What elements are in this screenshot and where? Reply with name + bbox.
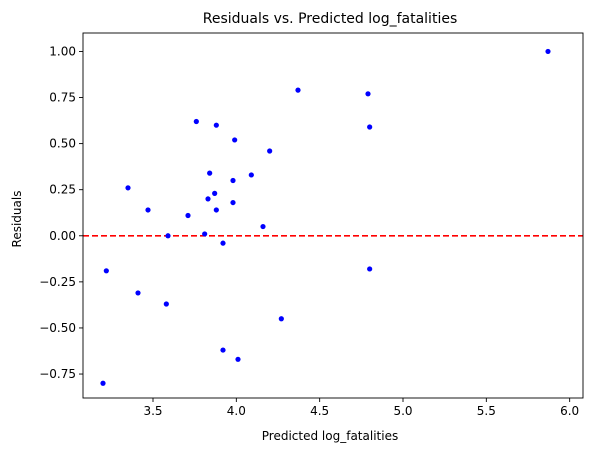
- data-point-14: [213, 122, 219, 128]
- x-tick-label-1: 4.0: [227, 404, 246, 418]
- data-point-7: [185, 212, 191, 219]
- plot-area: 3.5 4.0 4.5 5.0 5.5 6.0 −0.75 −0.50 −0.25 0.00 0.2…: [39, 32, 584, 418]
- y-tick-label-7: 1.00: [49, 44, 76, 58]
- data-point-18: [230, 199, 236, 206]
- data-point-21: [248, 172, 254, 178]
- plot-frame: [82, 32, 584, 399]
- x-tick-label-4: 5.5: [477, 404, 496, 418]
- y-axis-label: Residuals: [10, 191, 24, 248]
- data-point-23: [267, 148, 273, 154]
- x-axis-label: Predicted log_fatalities: [262, 429, 398, 443]
- data-point-29: [545, 48, 551, 55]
- data-point-26: [365, 91, 371, 97]
- x-tick-label-5: 6.0: [560, 404, 579, 418]
- data-point-6: [165, 233, 171, 239]
- data-point-13: [213, 207, 219, 213]
- data-point-5: [163, 301, 169, 307]
- chart-title: Residuals vs. Predicted log_fatalities: [203, 11, 458, 27]
- data-point-12: [212, 190, 218, 196]
- data-point-3: [135, 290, 141, 296]
- y-tick-label-3: 0.00: [49, 229, 76, 243]
- x-tick-label-0: 3.5: [143, 404, 162, 418]
- data-point-17: [230, 177, 236, 184]
- data-point-28: [367, 266, 373, 272]
- data-point-24: [278, 316, 284, 322]
- y-tick-label-2: −0.25: [39, 275, 76, 289]
- x-tick-label-2: 4.5: [310, 404, 329, 418]
- x-tick-label-3: 5.0: [393, 404, 412, 418]
- data-point-10: [205, 196, 211, 202]
- data-point-11: [207, 170, 213, 176]
- data-point-16: [220, 347, 226, 353]
- y-tick-label-6: 0.75: [49, 91, 76, 105]
- data-point-20: [235, 356, 241, 362]
- data-point-19: [232, 137, 238, 143]
- data-point-0: [100, 380, 106, 386]
- y-tick-label-1: −0.50: [39, 321, 76, 335]
- data-point-8: [193, 118, 199, 125]
- y-tick-label-0: −0.75: [39, 367, 76, 381]
- data-point-9: [202, 231, 208, 237]
- y-tick-label-5: 0.50: [49, 137, 76, 151]
- y-tick-label-4: 0.25: [49, 183, 76, 197]
- data-point-22: [260, 223, 266, 230]
- data-point-15: [220, 240, 226, 246]
- data-point-27: [367, 124, 373, 130]
- data-point-4: [145, 207, 151, 213]
- data-point-1: [103, 268, 109, 274]
- data-point-2: [125, 185, 131, 191]
- data-point-25: [295, 87, 301, 93]
